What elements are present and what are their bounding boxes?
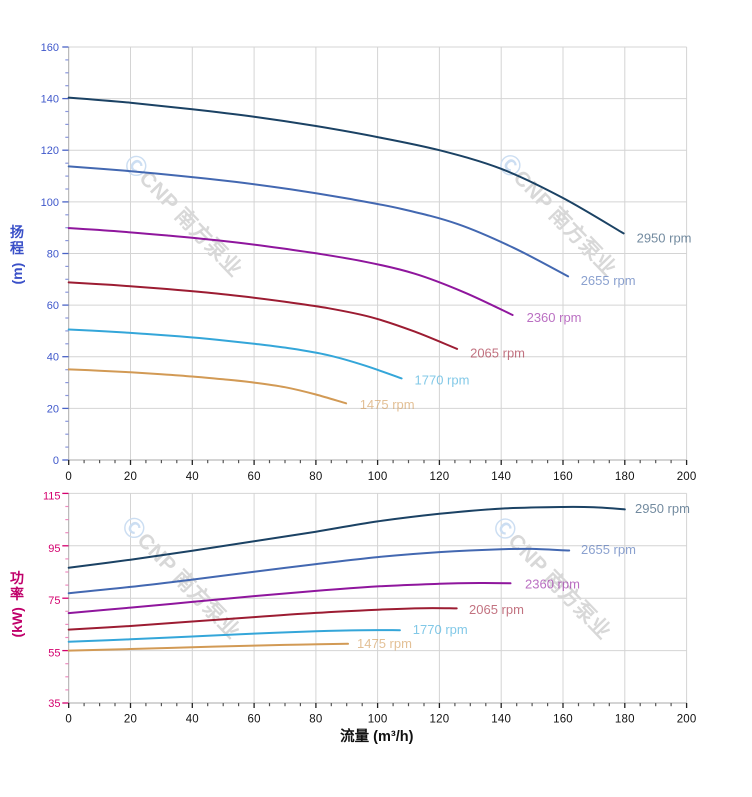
svg-text:1475 rpm: 1475 rpm bbox=[357, 636, 412, 651]
svg-text:55: 55 bbox=[48, 648, 60, 660]
svg-text:80: 80 bbox=[309, 471, 322, 483]
svg-text:功: 功 bbox=[10, 570, 24, 586]
svg-text:2950 rpm: 2950 rpm bbox=[637, 230, 692, 245]
svg-text:120: 120 bbox=[430, 471, 450, 483]
svg-text:120: 120 bbox=[430, 714, 450, 726]
svg-text:140: 140 bbox=[41, 94, 59, 106]
svg-text:20: 20 bbox=[124, 471, 137, 483]
svg-text:160: 160 bbox=[553, 714, 573, 726]
svg-text:0: 0 bbox=[53, 455, 59, 467]
svg-text:2360 rpm: 2360 rpm bbox=[525, 577, 580, 592]
svg-text:2655 rpm: 2655 rpm bbox=[581, 273, 636, 288]
svg-text:率: 率 bbox=[10, 586, 24, 602]
svg-text:20: 20 bbox=[47, 403, 59, 415]
svg-text:程: 程 bbox=[10, 240, 24, 256]
svg-text:2065 rpm: 2065 rpm bbox=[470, 345, 525, 360]
svg-text:100: 100 bbox=[368, 714, 388, 726]
svg-text:140: 140 bbox=[491, 471, 511, 483]
svg-text:(kW): (kW) bbox=[9, 607, 25, 637]
svg-text:40: 40 bbox=[186, 714, 199, 726]
svg-text:120: 120 bbox=[41, 145, 59, 157]
svg-text:160: 160 bbox=[553, 471, 573, 483]
svg-text:180: 180 bbox=[615, 471, 635, 483]
svg-text:(m): (m) bbox=[9, 263, 25, 285]
svg-text:200: 200 bbox=[677, 714, 697, 726]
svg-text:0: 0 bbox=[65, 471, 72, 483]
svg-text:60: 60 bbox=[247, 714, 260, 726]
svg-text:100: 100 bbox=[41, 197, 59, 209]
svg-text:流量 (m³/h): 流量 (m³/h) bbox=[340, 727, 413, 745]
svg-text:2655 rpm: 2655 rpm bbox=[581, 542, 636, 557]
svg-text:0: 0 bbox=[65, 714, 72, 726]
svg-text:60: 60 bbox=[47, 300, 59, 312]
svg-text:1770 rpm: 1770 rpm bbox=[415, 373, 470, 388]
svg-text:35: 35 bbox=[48, 698, 60, 710]
svg-text:2360 rpm: 2360 rpm bbox=[527, 310, 582, 325]
svg-text:1770 rpm: 1770 rpm bbox=[413, 622, 468, 637]
svg-text:100: 100 bbox=[368, 471, 388, 483]
svg-text:80: 80 bbox=[309, 714, 322, 726]
svg-text:2950 rpm: 2950 rpm bbox=[635, 501, 690, 516]
svg-text:180: 180 bbox=[615, 714, 635, 726]
svg-text:75: 75 bbox=[48, 595, 60, 607]
svg-text:40: 40 bbox=[47, 352, 59, 364]
svg-text:140: 140 bbox=[491, 714, 511, 726]
svg-text:95: 95 bbox=[48, 543, 60, 555]
svg-text:40: 40 bbox=[186, 471, 199, 483]
svg-text:1475 rpm: 1475 rpm bbox=[360, 397, 415, 412]
svg-text:80: 80 bbox=[47, 249, 59, 261]
svg-text:扬: 扬 bbox=[10, 224, 24, 240]
svg-text:160: 160 bbox=[41, 42, 59, 54]
svg-text:2065 rpm: 2065 rpm bbox=[469, 602, 524, 617]
svg-text:115: 115 bbox=[43, 490, 61, 502]
svg-text:60: 60 bbox=[247, 471, 260, 483]
svg-text:200: 200 bbox=[677, 471, 697, 483]
svg-text:20: 20 bbox=[124, 714, 137, 726]
